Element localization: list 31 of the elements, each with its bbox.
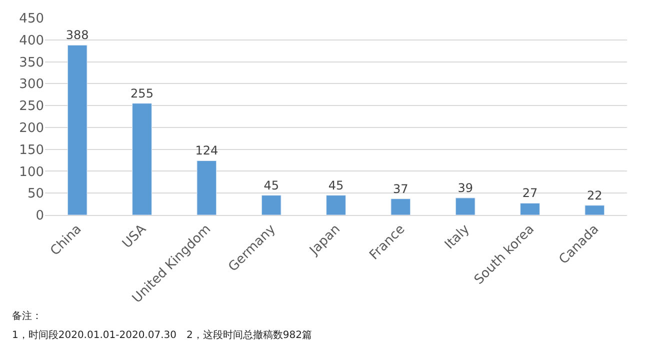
y-tick-label: 400 xyxy=(19,33,44,48)
y-tick-label: 350 xyxy=(19,55,44,70)
text: 1，时间段2020.01.01-2020.07.30 2，这段时间总撤稿数982篇 xyxy=(12,329,312,341)
data-label: 45 xyxy=(264,178,279,192)
bar xyxy=(390,198,411,215)
data-label: 45 xyxy=(328,178,344,192)
bar xyxy=(196,160,217,215)
bar xyxy=(261,195,282,215)
y-tick-label: 450 xyxy=(19,12,44,27)
data-label: 37 xyxy=(393,182,408,196)
bar xyxy=(520,202,540,215)
y-tick-label: 300 xyxy=(19,77,44,92)
y-tick-label: 200 xyxy=(19,120,44,136)
y-tick-label: 150 xyxy=(19,142,44,158)
bar xyxy=(455,198,476,215)
bar xyxy=(584,205,605,215)
bar xyxy=(326,195,346,215)
y-tick-label: 0 xyxy=(36,208,44,224)
x-tick-label: USA xyxy=(120,222,150,252)
text: 备注： xyxy=(12,310,42,322)
bar xyxy=(132,103,152,215)
data-label: 124 xyxy=(195,144,218,158)
data-label: 22 xyxy=(587,188,602,202)
data-label: 39 xyxy=(458,180,473,195)
data-label: 27 xyxy=(522,186,538,200)
y-tick-label: 100 xyxy=(19,164,44,180)
bar xyxy=(67,44,88,215)
data-label: 255 xyxy=(130,86,154,100)
y-tick-label: 50 xyxy=(27,186,44,202)
data-label: 388 xyxy=(66,28,89,42)
y-tick-label: 250 xyxy=(19,99,44,114)
